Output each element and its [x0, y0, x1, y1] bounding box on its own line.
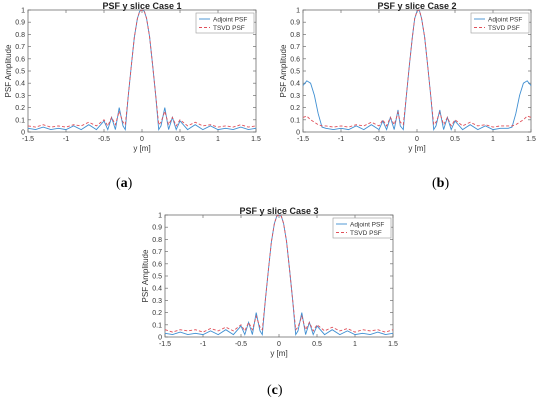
series-line-tsvd-psf: [164, 214, 394, 333]
legend-box: [332, 217, 392, 239]
y-tick-label: 0.8: [290, 32, 300, 39]
x-tick-label: 0: [415, 136, 419, 143]
series-line-tsvd-psf: [27, 9, 257, 128]
x-tick-label: -1: [200, 341, 206, 348]
y-tick-label: 0: [296, 130, 300, 137]
x-tick-label: 0.5: [450, 136, 460, 143]
x-tick-label: 1.5: [526, 136, 536, 143]
legend-entry: TSVD PSF: [213, 25, 245, 32]
x-tick-label: 1: [353, 341, 357, 348]
y-tick-label: 0.8: [152, 237, 162, 244]
x-tick-label: 1.5: [388, 341, 398, 348]
legend-entry: Adjoint PSF: [350, 221, 384, 228]
y-tick-label: 0.2: [290, 105, 300, 112]
x-tick-label: 1.5: [251, 136, 261, 143]
x-tick-label: 1: [216, 136, 220, 143]
x-tick-label: 0: [140, 136, 144, 143]
y-tick-label: 0.9: [15, 20, 25, 27]
x-tick-label: -1.5: [297, 136, 309, 143]
series-line-adjoint-psf: [164, 214, 394, 336]
legend-entry: Adjoint PSF: [488, 16, 522, 23]
y-tick-label: 1: [158, 213, 162, 220]
y-tick-label: 0: [21, 130, 25, 137]
y-tick-label: 0.3: [15, 93, 25, 100]
y-tick-label: 0.7: [290, 44, 300, 51]
y-tick-label: 0.2: [15, 105, 25, 112]
y-tick-label: 0.9: [152, 225, 162, 232]
x-tick-label: -0.5: [373, 136, 385, 143]
x-tick-label: -0.5: [235, 341, 247, 348]
y-tick-label: 0.4: [290, 81, 300, 88]
y-tick-label: 0.6: [152, 261, 162, 268]
x-tick-label: 0.5: [175, 136, 185, 143]
y-axis-label: PSF Amplitude: [141, 249, 150, 302]
y-tick-label: 0.1: [15, 117, 25, 124]
x-tick-label: -1.5: [159, 341, 171, 348]
chart-title: PSF y slice Case 2: [377, 1, 456, 11]
legend-entry: Adjoint PSF: [213, 16, 247, 23]
x-tick-label: 0: [277, 341, 281, 348]
y-tick-label: 0.8: [15, 32, 25, 39]
y-tick-label: 0.7: [152, 249, 162, 256]
y-tick-label: 0.5: [290, 69, 300, 76]
caption-b: (b): [432, 176, 450, 191]
y-tick-label: 0.2: [152, 310, 162, 317]
y-tick-label: 0.6: [290, 56, 300, 63]
y-axis-label: PSF Amplitude: [279, 44, 288, 97]
legend-entry: TSVD PSF: [350, 230, 382, 237]
x-tick-label: 1: [491, 136, 495, 143]
y-tick-label: 0.6: [15, 56, 25, 63]
chart-title: PSF y slice Case 1: [102, 1, 181, 11]
y-tick-label: 0.4: [15, 81, 25, 88]
x-tick-label: -1: [338, 136, 344, 143]
y-tick-label: 1: [296, 8, 300, 15]
series-line-adjoint-psf: [302, 9, 532, 131]
y-tick-label: 0.1: [152, 322, 162, 329]
legend-box: [195, 12, 255, 34]
psf-chart-case-2: PSF y slice Case 2 0 0.1 0.2 0.3 0.4 0.5 0.6 0.7…: [279, 1, 536, 153]
x-axis-label: y [m]: [408, 144, 425, 153]
y-tick-label: 0.4: [152, 286, 162, 293]
y-tick-label: 1: [21, 8, 25, 15]
y-tick-label: 0.5: [15, 69, 25, 76]
y-axis-label: PSF Amplitude: [4, 44, 13, 97]
psf-chart-case-3: PSF y slice Case 3 0 0.1 0.2 0.3 0.4 0.5 0.6 0.7…: [141, 206, 398, 358]
x-tick-label: -1.5: [22, 136, 34, 143]
legend-entry: TSVD PSF: [488, 25, 520, 32]
legend-box: [470, 12, 530, 34]
y-tick-label: 0.7: [15, 44, 25, 51]
x-tick-label: -0.5: [98, 136, 110, 143]
y-tick-label: 0.3: [152, 298, 162, 305]
caption-a: (a): [116, 176, 133, 191]
x-axis-label: y [m]: [270, 349, 287, 358]
chart-title: PSF y slice Case 3: [239, 206, 318, 216]
caption-c: (c): [267, 383, 283, 398]
x-tick-label: 0.5: [312, 341, 322, 348]
x-tick-label: -1: [63, 136, 69, 143]
y-tick-label: 0.5: [152, 274, 162, 281]
psf-chart-case-1: PSF y slice Case 1 0 0.1 0.2 0.3 0.4 0.5 0.6 0.7…: [4, 1, 261, 153]
x-axis-label: y [m]: [133, 144, 150, 153]
y-tick-label: 0: [158, 335, 162, 342]
y-tick-label: 0.1: [290, 117, 300, 124]
y-tick-label: 0.9: [290, 20, 300, 27]
y-tick-label: 0.3: [290, 93, 300, 100]
